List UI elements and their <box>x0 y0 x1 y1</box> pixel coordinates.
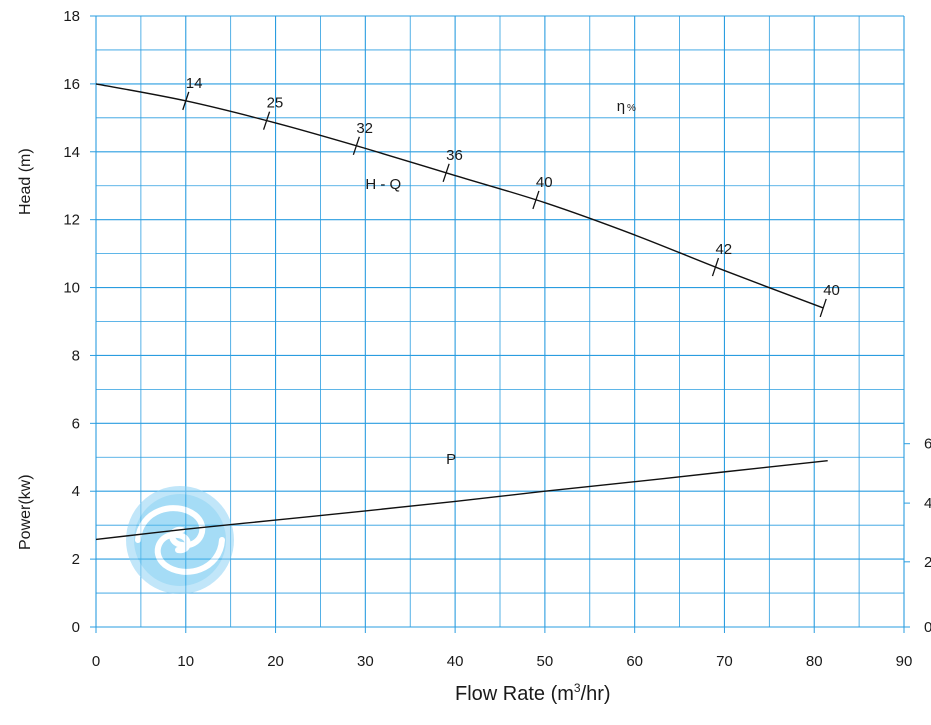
efficiency-marks: 14 25 32 36 40 42 40 <box>182 75 840 318</box>
y-tick-label: 14 <box>63 144 80 161</box>
grid <box>95 15 905 628</box>
efficiency-tick <box>442 163 450 183</box>
efficiency-value-label: 32 <box>356 120 373 137</box>
efficiency-tick <box>182 91 190 111</box>
efficiency-tick <box>532 190 540 210</box>
efficiency-value-label: 14 <box>186 75 203 92</box>
right-tick-label: 6 <box>924 436 931 453</box>
y-tick-label: 6 <box>72 415 80 432</box>
efficiency-value-label: 42 <box>715 241 732 258</box>
swirl-logo-icon <box>126 486 234 594</box>
efficiency-value-label: 25 <box>267 95 284 112</box>
x-tick-label: 0 <box>92 653 100 670</box>
efficiency-label: η% <box>617 98 636 115</box>
efficiency-value-label: 40 <box>536 174 553 191</box>
x-tick-label: 10 <box>177 653 194 670</box>
right-tick-label: 2 <box>924 554 931 571</box>
right-tick-label: 0 <box>924 619 931 636</box>
axes: 0 2 4 6 8 10 12 14 16 18 0 10 20 30 40 50 60 70 80 90 0 2 4 6 <box>63 8 931 670</box>
y-axis-title-head: Head (m) <box>17 148 34 215</box>
efficiency-value-label: 36 <box>446 147 463 164</box>
efficiency-tick <box>352 136 360 156</box>
x-tick-label: 80 <box>806 653 823 670</box>
power-curve-label: P <box>446 451 456 468</box>
y-tick-label: 2 <box>72 551 80 568</box>
y-tick-label: 8 <box>72 347 80 364</box>
right-tick-label: 4 <box>924 495 931 512</box>
x-tick-label: 70 <box>716 653 733 670</box>
efficiency-tick <box>819 298 827 318</box>
head-curve <box>95 83 824 309</box>
efficiency-tick <box>262 111 271 130</box>
x-tick-label: 90 <box>896 653 913 670</box>
y-tick-label: 16 <box>63 76 80 93</box>
efficiency-value-label: 40 <box>823 282 840 299</box>
y-tick-label: 0 <box>72 619 80 636</box>
x-tick-label: 30 <box>357 653 374 670</box>
power-curve <box>95 459 828 541</box>
y-axis-title-power: Power(kw) <box>17 474 34 550</box>
curves: H - Q P <box>95 83 828 541</box>
y-tick-label: 12 <box>63 212 80 229</box>
x-tick-label: 60 <box>626 653 643 670</box>
y-tick-label: 4 <box>72 483 80 500</box>
x-tick-label: 40 <box>447 653 464 670</box>
head-curve-label: H - Q <box>365 176 401 193</box>
y-tick-label: 18 <box>63 8 80 25</box>
x-tick-label: 20 <box>267 653 284 670</box>
x-tick-label: 50 <box>537 653 554 670</box>
x-axis-title: Flow Rate (m3/hr) <box>455 681 611 705</box>
y-tick-label: 10 <box>63 280 80 297</box>
efficiency-tick <box>711 257 720 277</box>
